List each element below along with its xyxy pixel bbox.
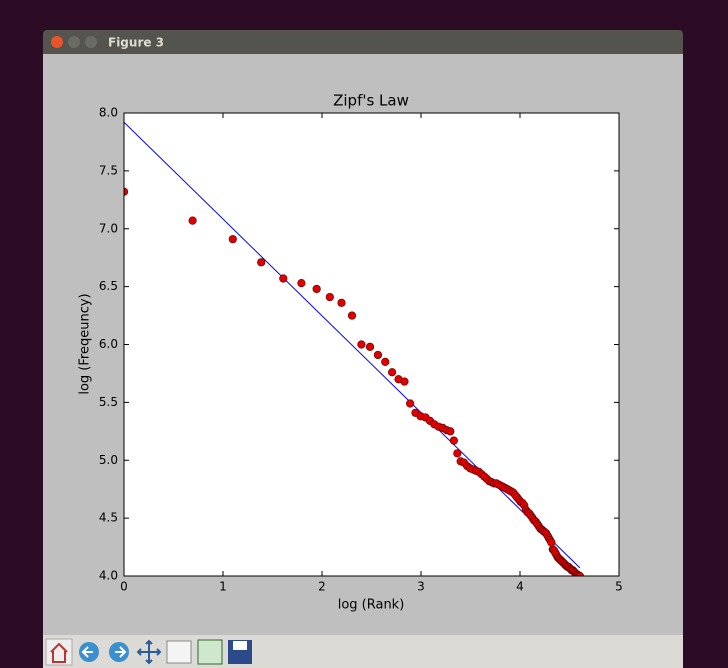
data-point (381, 357, 390, 366)
x-tick-label: 1 (219, 580, 227, 594)
chart-title: Zipf's Law (333, 92, 409, 110)
y-tick-label: 4.5 (99, 511, 118, 525)
x-tick-label: 4 (516, 580, 524, 594)
subplots-button[interactable] (166, 640, 192, 664)
y-tick-label: 6.5 (99, 279, 118, 293)
data-point (575, 571, 584, 576)
home-icon (50, 642, 68, 663)
window-title: Figure 3 (108, 36, 164, 50)
data-point (228, 235, 237, 244)
y-tick-label: 6.0 (99, 337, 118, 351)
plot: Zipf's Law log (Rank) log (Freqeuncy) 0 1… (78, 92, 623, 613)
maximize-button[interactable] (85, 36, 97, 48)
y-tick-label: 7.5 (99, 163, 118, 177)
data-point (365, 342, 375, 351)
x-tick-label: 0 (120, 580, 128, 594)
back-icon (81, 646, 93, 658)
save-icon (233, 641, 247, 650)
data-point (347, 311, 357, 320)
y-axis-label: log (Freqeuncy) (78, 293, 93, 394)
data-point (446, 427, 455, 436)
data-point (406, 399, 415, 408)
x-tick-label: 5 (615, 580, 623, 594)
data-point (387, 368, 397, 377)
x-tick-label: 2 (318, 580, 326, 594)
data-point (357, 340, 366, 349)
data-point (257, 258, 266, 267)
minimize-button[interactable] (68, 36, 80, 48)
zoom-button[interactable] (197, 639, 223, 665)
forward-icon (115, 646, 127, 658)
y-tick-label: 5.5 (99, 395, 118, 409)
plot-border (123, 112, 620, 577)
y-tick-label: 8.0 (99, 106, 118, 120)
x-axis-label: log (Rank) (338, 598, 405, 613)
data-point (325, 292, 334, 302)
data-point (400, 377, 409, 386)
x-tick-label: 3 (417, 580, 425, 594)
data-point (547, 538, 556, 547)
data-point (124, 187, 129, 196)
y-tick-label: 7.0 (99, 221, 118, 235)
toolbar-buttons (45, 638, 252, 666)
data-point (279, 274, 288, 283)
data-point (373, 350, 383, 360)
y-tick-label: 4.0 (99, 569, 118, 583)
data-point (337, 298, 346, 307)
data-point (312, 284, 321, 294)
fit-line (123, 121, 581, 569)
data-point (449, 436, 458, 445)
y-tick-label: 5.0 (99, 453, 118, 467)
data-point (297, 279, 306, 288)
pan-button[interactable] (136, 639, 162, 665)
close-button[interactable] (51, 36, 63, 48)
data-point (188, 216, 197, 225)
data-point (453, 449, 462, 458)
